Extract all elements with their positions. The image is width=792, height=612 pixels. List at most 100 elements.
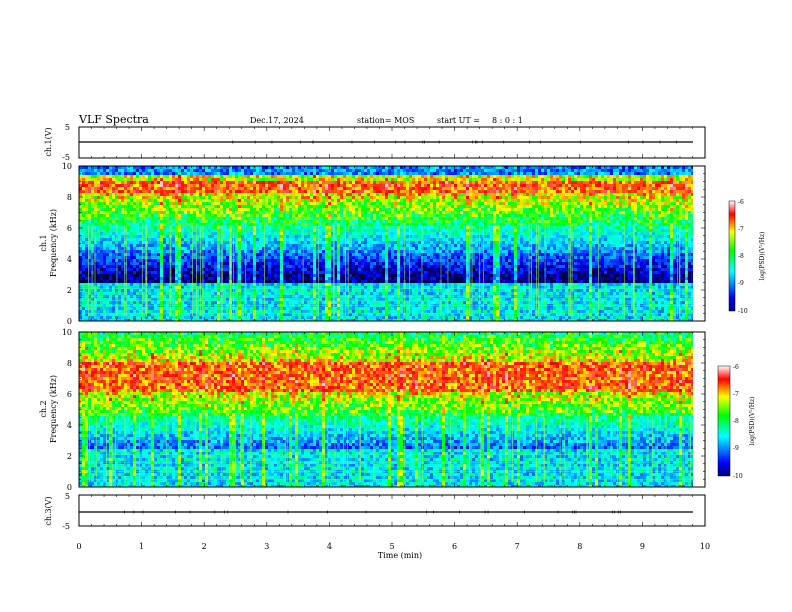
spectrogram-cell [211,199,214,202]
spectrogram-cell [178,178,181,181]
spectrogram-cell [181,265,184,268]
spectrogram-cell [340,319,343,321]
spectrogram-cell [202,292,205,295]
spectrogram-cell [349,241,352,244]
spectrogram-cell [91,205,94,208]
spectrogram-cell [139,166,142,169]
spectrogram-cell [349,214,352,217]
spectrogram-cell [304,301,307,304]
spectrogram-cell [352,217,355,220]
spectrogram-cell [109,196,112,199]
spectrogram-cell [172,232,175,235]
spectrogram-cell [109,175,112,178]
spectrogram-cell [160,208,163,211]
spectrogram-cell [112,175,115,178]
spectrogram-cell [223,226,226,229]
spectrogram-cell [124,277,127,280]
spectrogram-cell [322,250,325,253]
spectrogram-cell [253,307,256,310]
spectrogram-cell [157,265,160,268]
spectrogram-cell [328,178,331,181]
spectrogram-cell [358,274,361,277]
spectrogram-cell [340,232,343,235]
spectrogram-cell [316,187,319,190]
spectrogram-cell [160,250,163,253]
spectrogram-cell [136,283,139,286]
spectrogram-cell [187,199,190,202]
spectrogram-cell [109,223,112,226]
spectrogram-cell [208,253,211,256]
spectrogram-cell [265,265,268,268]
spectrogram-cell [151,283,154,286]
spectrogram-cell [253,310,256,313]
spectrogram-cell [127,268,130,271]
spectrogram-cell [214,205,217,208]
spectrogram-cell [115,262,118,265]
spectrogram-cell [271,316,274,319]
spectrogram-cell [148,214,151,217]
spectrogram-cell [172,229,175,232]
spectrogram-cell [124,169,127,172]
spectrogram-cell [325,178,328,181]
spectrogram-cell [274,178,277,181]
spectrogram-cell [295,310,298,313]
spectrogram-cell [217,256,220,259]
spectrogram-cell [196,298,199,301]
spectrogram-cell [91,169,94,172]
spectrogram-cell [316,283,319,286]
spectrogram-cell [130,244,133,247]
spectrogram-cell [304,316,307,319]
spectrogram-cell [190,262,193,265]
spectrogram-cell [202,208,205,211]
spectrogram-cell [247,199,250,202]
spectrogram-cell [322,253,325,256]
spectrogram-cell [106,244,109,247]
spectrogram-cell [337,172,340,175]
spectrogram-cell [148,199,151,202]
spectrogram-cell [121,196,124,199]
spectrogram-cell [112,214,115,217]
spectrogram-cell [208,190,211,193]
spectrogram-cell [193,238,196,241]
spectrogram-cell [217,220,220,223]
spectrogram-cell [262,286,265,289]
spectrogram-cell [97,175,100,178]
spectrogram-cell [79,184,82,187]
spectrogram-cell [127,229,130,232]
spectrogram-cell [214,229,217,232]
spectrogram-cell [325,286,328,289]
spectrogram-cell [109,184,112,187]
spectrogram-cell [343,190,346,193]
spectrogram-cell [346,271,349,274]
spectrogram-cell [343,226,346,229]
spectrogram-cell [265,181,268,184]
spectrogram-cell [238,286,241,289]
spectrogram-cell [319,286,322,289]
spectrogram-cell [286,220,289,223]
spectrogram-cell [325,220,328,223]
spectrogram-cell [115,172,118,175]
spectrogram-cell [310,223,313,226]
spectrogram-cell [154,277,157,280]
spectrogram-cell [301,259,304,262]
spectrogram-cell [241,238,244,241]
spectrogram-cell [349,313,352,316]
spectrogram-cell [214,232,217,235]
spectrogram-cell [211,181,214,184]
spectrogram-cell [331,220,334,223]
spectrogram-cell [256,283,259,286]
spectrogram-cell [250,181,253,184]
spectrogram-cell [136,196,139,199]
spectrogram-cell [181,187,184,190]
spectrogram-cell [283,244,286,247]
spectrogram-cell [226,172,229,175]
spectrogram-cell [256,250,259,253]
spectrogram-cell [121,256,124,259]
spectrogram-cell [301,241,304,244]
spectrogram-cell [130,169,133,172]
spectrogram-cell [127,199,130,202]
spectrogram-cell [337,268,340,271]
spectrogram-cell [163,298,166,301]
spectrogram-cell [280,223,283,226]
spectrogram-cell [265,208,268,211]
